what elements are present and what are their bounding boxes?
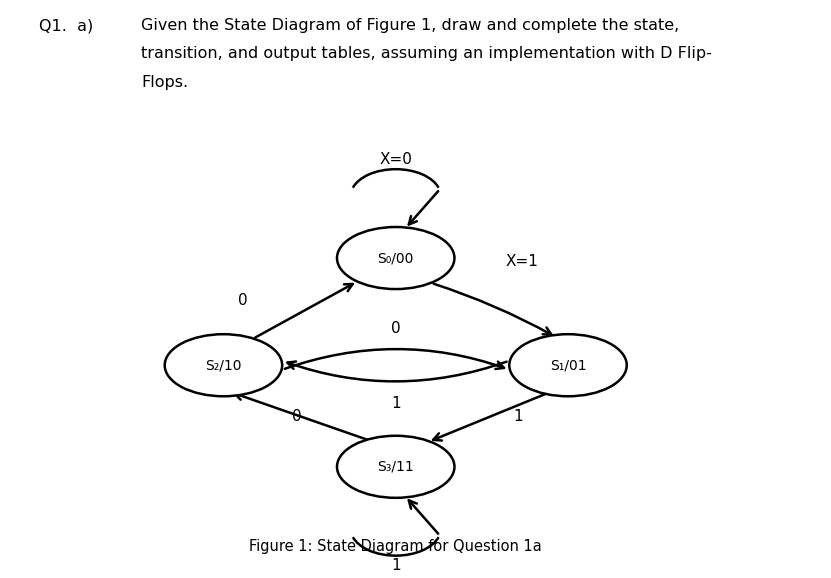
Text: Figure 1: State Diagram for Question 1a: Figure 1: State Diagram for Question 1a (249, 539, 542, 554)
Text: 0: 0 (238, 293, 248, 308)
Text: X=1: X=1 (505, 254, 538, 269)
Text: S₁/01: S₁/01 (549, 358, 587, 372)
Text: 1: 1 (391, 396, 401, 411)
Text: 1: 1 (514, 409, 523, 424)
Ellipse shape (337, 436, 455, 498)
FancyArrowPatch shape (433, 394, 545, 440)
FancyArrowPatch shape (234, 392, 366, 439)
FancyArrowPatch shape (409, 191, 438, 224)
Text: transition, and output tables, assuming an implementation with D Flip-: transition, and output tables, assuming … (141, 46, 712, 61)
Ellipse shape (509, 334, 627, 397)
Text: 0: 0 (293, 409, 302, 424)
Text: S₂/10: S₂/10 (205, 358, 242, 372)
Text: X=0: X=0 (379, 151, 412, 166)
FancyArrowPatch shape (409, 501, 438, 533)
Ellipse shape (165, 334, 283, 397)
FancyArrowPatch shape (255, 284, 352, 338)
Text: Given the State Diagram of Figure 1, draw and complete the state,: Given the State Diagram of Figure 1, dra… (141, 18, 680, 34)
Text: Q1.  a): Q1. a) (39, 18, 94, 34)
Text: Flops.: Flops. (141, 75, 189, 90)
FancyArrowPatch shape (434, 284, 552, 335)
Text: S₃/11: S₃/11 (377, 460, 414, 474)
FancyArrowPatch shape (285, 349, 504, 369)
FancyArrowPatch shape (288, 361, 507, 381)
Text: S₀/00: S₀/00 (377, 251, 414, 265)
Text: 1: 1 (391, 558, 401, 573)
Ellipse shape (337, 227, 455, 289)
Text: 0: 0 (391, 321, 401, 336)
